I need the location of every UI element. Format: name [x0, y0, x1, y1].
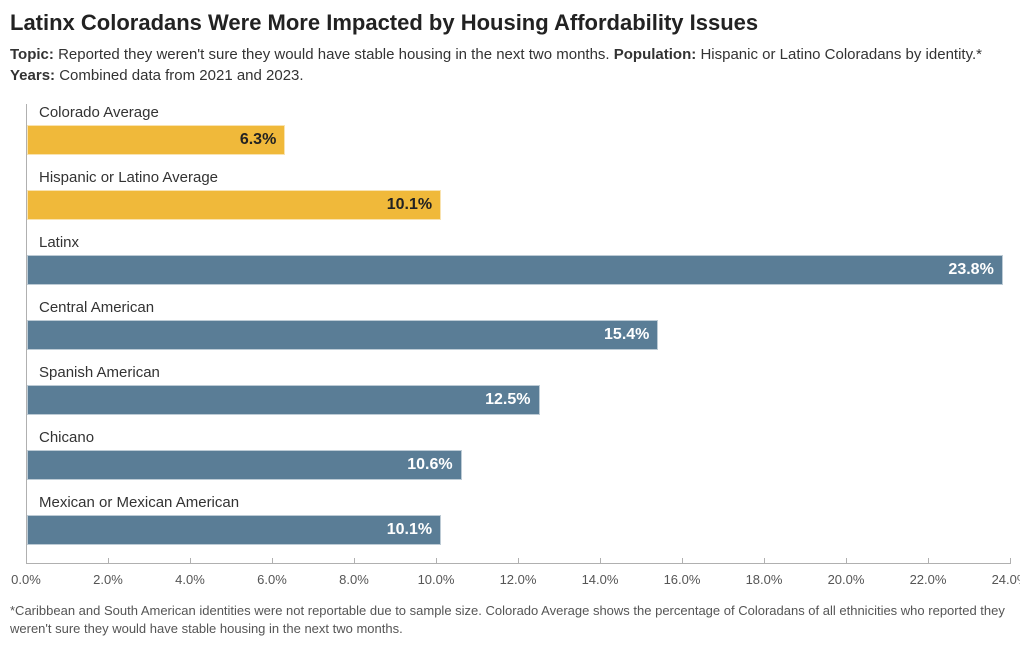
bar-label: Chicano [27, 429, 1010, 450]
x-tick-label: 4.0% [175, 572, 205, 587]
x-tick-label: 18.0% [746, 572, 783, 587]
bar-row: Mexican or Mexican American 10.1% [27, 494, 1010, 545]
bar: 10.1% [27, 190, 441, 220]
bar-label: Hispanic or Latino Average [27, 169, 1010, 190]
x-tick-label: 20.0% [828, 572, 865, 587]
bar: 23.8% [27, 255, 1003, 285]
x-tick-label: 22.0% [910, 572, 947, 587]
bar-value: 10.6% [407, 456, 452, 474]
x-tick-line [1010, 558, 1011, 564]
bar: 10.6% [27, 450, 462, 480]
x-tick-label: 16.0% [664, 572, 701, 587]
x-tick-label: 2.0% [93, 572, 123, 587]
footnote: *Caribbean and South American identities… [10, 602, 1010, 638]
chart-subtitle: Topic: Reported they weren't sure they w… [10, 44, 1010, 86]
x-tick-line [600, 558, 601, 564]
bar-row: Colorado Average 6.3% [27, 104, 1010, 155]
x-tick-line [190, 558, 191, 564]
years-text: Combined data from 2021 and 2023. [59, 67, 303, 84]
bar-value: 12.5% [485, 391, 530, 409]
population-label: Population: [614, 46, 697, 63]
x-tick-label: 14.0% [582, 572, 619, 587]
bar-label: Spanish American [27, 364, 1010, 385]
x-tick-line [846, 558, 847, 564]
topic-label: Topic: [10, 46, 54, 63]
x-tick-line [272, 558, 273, 564]
bar: 6.3% [27, 125, 285, 155]
bar-label: Colorado Average [27, 104, 1010, 125]
x-tick-label: 10.0% [418, 572, 455, 587]
x-tick-label: 0.0% [11, 572, 41, 587]
bar-value: 10.1% [387, 521, 432, 539]
bar-row: Spanish American 12.5% [27, 364, 1010, 415]
x-tick-line [682, 558, 683, 564]
bar: 12.5% [27, 385, 540, 415]
bar-row: Chicano 10.6% [27, 429, 1010, 480]
bar-value: 15.4% [604, 326, 649, 344]
x-tick-line [354, 558, 355, 564]
bar-value: 6.3% [240, 131, 276, 149]
topic-text: Reported they weren't sure they would ha… [58, 46, 610, 63]
x-tick-label: 6.0% [257, 572, 287, 587]
x-tick-line [436, 558, 437, 564]
x-tick-label: 12.0% [500, 572, 537, 587]
years-label: Years: [10, 67, 55, 84]
bar-row: Hispanic or Latino Average 10.1% [27, 169, 1010, 220]
bar: 10.1% [27, 515, 441, 545]
bar-label: Central American [27, 299, 1010, 320]
chart-title: Latinx Coloradans Were More Impacted by … [10, 10, 1010, 36]
x-tick-line [928, 558, 929, 564]
x-tick-line [108, 558, 109, 564]
bar-value: 23.8% [948, 261, 993, 279]
bar-label: Latinx [27, 234, 1010, 255]
bar: 15.4% [27, 320, 658, 350]
plot-area: Colorado Average 6.3% Hispanic or Latino A… [26, 104, 1010, 564]
x-tick-label: 24.0% [992, 572, 1020, 587]
bar-label: Mexican or Mexican American [27, 494, 1010, 515]
population-text: Hispanic or Latino Coloradans by identit… [700, 46, 982, 63]
bar-row: Latinx 23.8% [27, 234, 1010, 285]
x-tick-label: 8.0% [339, 572, 369, 587]
chart-area: Colorado Average 6.3% Hispanic or Latino A… [10, 104, 1010, 594]
x-tick-line [518, 558, 519, 564]
bar-row: Central American 15.4% [27, 299, 1010, 350]
x-tick-line [26, 558, 27, 564]
bar-value: 10.1% [387, 196, 432, 214]
x-axis: 0.0%2.0%4.0%6.0%8.0%10.0%12.0%14.0%16.0%… [26, 564, 1010, 594]
x-tick-line [764, 558, 765, 564]
